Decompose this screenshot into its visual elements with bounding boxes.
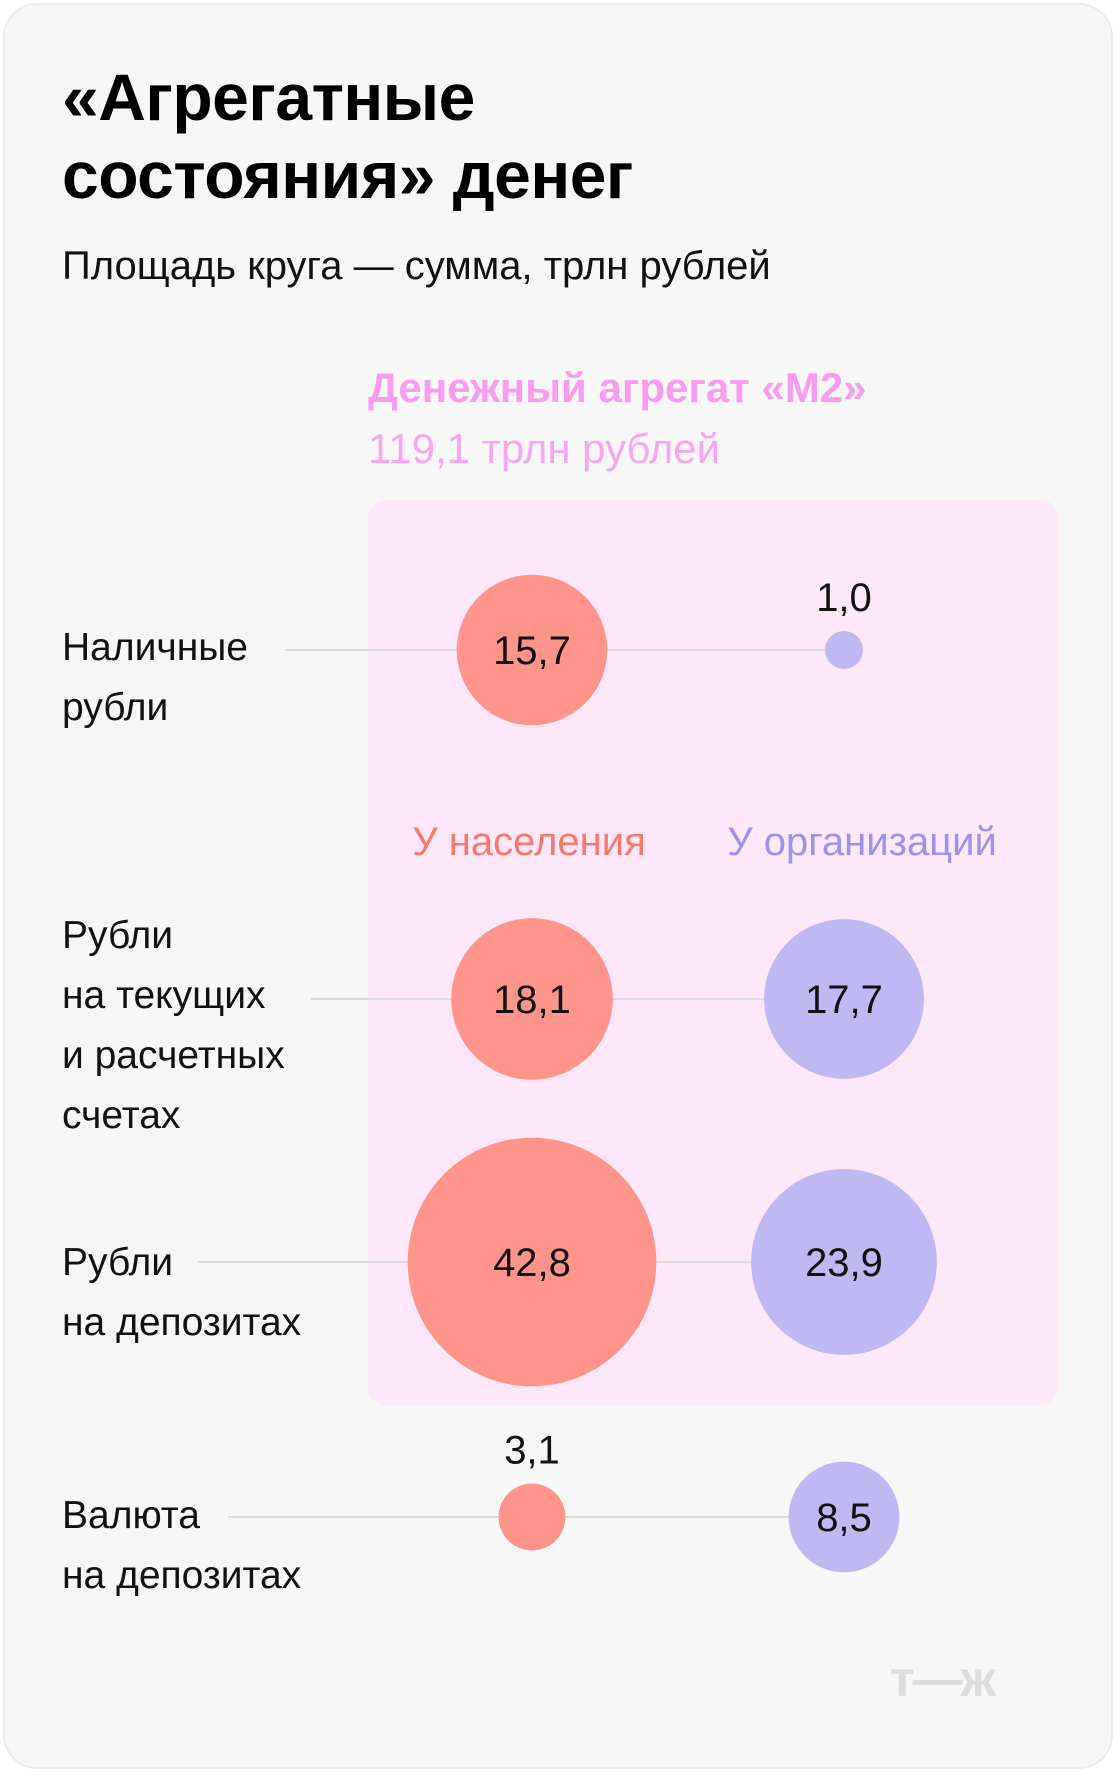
column-header-population: У населения — [412, 820, 646, 864]
m2-group-title: Денежный агрегат «М2» — [368, 364, 867, 411]
bubble-population — [456, 574, 608, 726]
bubble-value-label: 1,0 — [816, 576, 872, 620]
bubble-value-label: 8,5 — [816, 1496, 872, 1540]
row-label-fx-deposits: Валюта на депозитах — [62, 1494, 302, 1597]
chart-title: «Агрегатные состояния» денег — [62, 60, 633, 212]
bubble-population — [498, 1483, 566, 1551]
bubble-organizations — [764, 919, 924, 1079]
bubble-organizations — [788, 1461, 900, 1573]
row-label-cash: Наличные рубли — [62, 626, 248, 729]
bubble-value-label: 3,1 — [504, 1429, 560, 1473]
chart-subtitle: Площадь круга — сумма, трлн рублей — [62, 244, 771, 288]
m2-group-total: 119,1 трлн рублей — [368, 425, 721, 472]
row-label-current-accounts: Рубли на текущих и расчетных счетах — [62, 914, 285, 1137]
bubble-value-label: 17,7 — [805, 978, 883, 1022]
bubble-value-label: 42,8 — [493, 1241, 571, 1285]
bubble-value-label: 23,9 — [805, 1241, 883, 1285]
column-header-organizations: У организаций — [727, 820, 997, 864]
bubble-organizations — [751, 1169, 937, 1355]
bubble-population — [407, 1137, 657, 1387]
bubble-value-label: 18,1 — [493, 978, 571, 1022]
bubble-organizations — [825, 631, 863, 669]
row-label-ruble-deposits: Рубли на депозитах — [62, 1241, 302, 1344]
bubble-value-label: 15,7 — [493, 629, 571, 673]
bubble-population — [451, 918, 613, 1080]
tzh-logo: т—ж — [890, 1651, 996, 1707]
